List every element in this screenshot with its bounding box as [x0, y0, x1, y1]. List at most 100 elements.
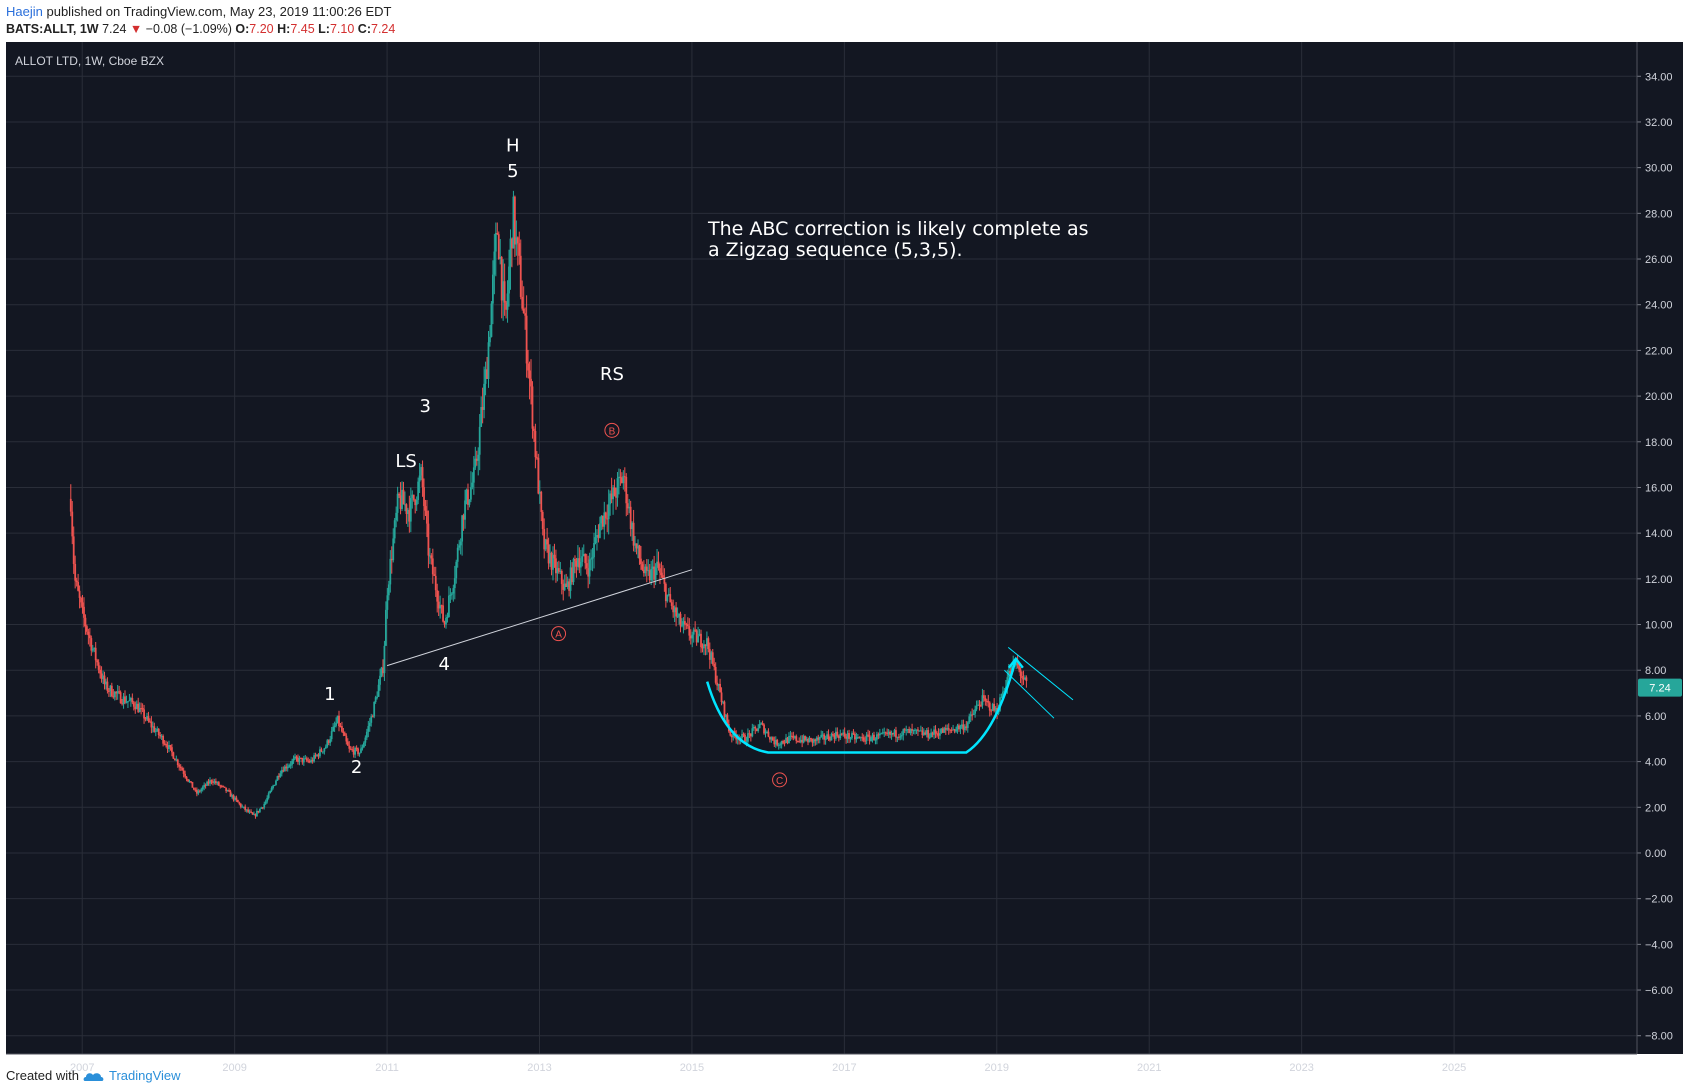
candle-body — [487, 342, 490, 379]
candle-body — [502, 281, 505, 301]
candle-body — [897, 736, 900, 738]
candle-body — [987, 701, 990, 703]
candle-body — [134, 706, 137, 710]
candle-body — [308, 760, 311, 763]
candle-body — [151, 726, 154, 728]
candle-body — [716, 682, 719, 686]
candle-body — [653, 566, 656, 580]
candle-body — [947, 728, 950, 730]
candle-body — [719, 683, 721, 693]
candle-body — [766, 731, 768, 733]
candle-body — [946, 728, 949, 730]
candle-body — [612, 487, 614, 500]
candle-body — [428, 555, 431, 557]
candle-body — [560, 570, 563, 584]
candle-body — [132, 702, 135, 707]
candle-body — [159, 734, 162, 737]
candle-body — [302, 758, 305, 763]
candle-body — [426, 510, 428, 524]
candle-body — [226, 790, 229, 792]
candle-body — [597, 534, 600, 538]
candle-body — [868, 735, 871, 741]
candle-body — [852, 733, 855, 735]
candle-body — [549, 552, 551, 564]
candle-body — [97, 662, 100, 670]
candle-body — [761, 723, 764, 725]
candle-body — [198, 790, 201, 792]
candle-body — [673, 607, 676, 613]
candle-body — [919, 730, 922, 732]
candle-body — [701, 647, 704, 649]
wave-label: LS — [395, 451, 416, 472]
candle-body — [645, 566, 648, 571]
candle-body — [764, 732, 767, 734]
candle-body — [360, 748, 362, 753]
candle-body — [865, 734, 868, 741]
author-link[interactable]: Haejin — [6, 4, 43, 19]
candle-body — [382, 667, 384, 674]
candle-body — [700, 633, 702, 648]
abc-marker-circle — [772, 772, 788, 788]
price-axis-panel[interactable] — [1637, 42, 1683, 1054]
candle-body — [848, 733, 850, 739]
candle-body — [914, 729, 916, 731]
candle-body — [141, 708, 144, 710]
candle-body — [994, 707, 997, 711]
close-label: C: — [357, 22, 371, 36]
candle-body — [843, 732, 846, 737]
candle-body — [71, 511, 74, 537]
candle-body — [417, 481, 420, 501]
candle-body — [826, 734, 828, 740]
candle-body — [902, 729, 905, 736]
candle-body — [171, 747, 173, 753]
candle-body — [893, 730, 896, 735]
candle-body — [478, 426, 481, 455]
candle-body — [824, 739, 827, 741]
candle-body — [415, 500, 418, 506]
abc-marker-label: A — [555, 630, 562, 641]
candle-body — [431, 558, 434, 575]
candle-body — [518, 243, 521, 256]
candle-body — [950, 729, 953, 731]
candle-body — [379, 675, 381, 685]
candle-body — [396, 493, 399, 513]
candle-body — [449, 594, 452, 596]
candle-body — [895, 730, 897, 738]
candle-body — [722, 701, 724, 703]
chart-title: ALLOT LTD, 1W, Cboe BZX — [15, 54, 164, 68]
candle-body — [556, 568, 559, 574]
candle-body — [456, 547, 459, 562]
candle-body — [821, 734, 824, 736]
candle-body — [499, 257, 502, 260]
candle-body — [941, 728, 944, 733]
candle-body — [395, 512, 398, 521]
candle-body — [770, 737, 773, 740]
candle-body — [77, 582, 80, 591]
candle-body — [634, 543, 636, 546]
candle-body — [160, 735, 163, 737]
grid-lines — [6, 42, 1637, 1054]
candle-body — [726, 714, 729, 725]
tradingview-link[interactable]: TradingView — [108, 1068, 181, 1083]
candle-body — [962, 724, 965, 731]
candle-body — [434, 575, 437, 591]
abc-marker: A — [551, 626, 567, 642]
candle-body — [351, 749, 354, 751]
candle-body — [607, 504, 610, 520]
candle-body — [892, 733, 894, 735]
cup-arrowhead — [1007, 656, 1024, 669]
candle-body — [747, 733, 749, 742]
candle-body — [376, 696, 379, 698]
candle-body — [275, 780, 277, 785]
candle-body — [149, 720, 151, 722]
candle-body — [610, 493, 613, 500]
candle-body — [214, 781, 217, 784]
candle-body — [965, 726, 968, 728]
candle-body — [527, 363, 529, 371]
x-tick-label: 2025 — [1442, 1062, 1466, 1074]
neckline-trendline — [386, 569, 693, 667]
candle-body — [377, 684, 380, 697]
candle-body — [329, 739, 332, 743]
candle-body — [959, 726, 962, 730]
